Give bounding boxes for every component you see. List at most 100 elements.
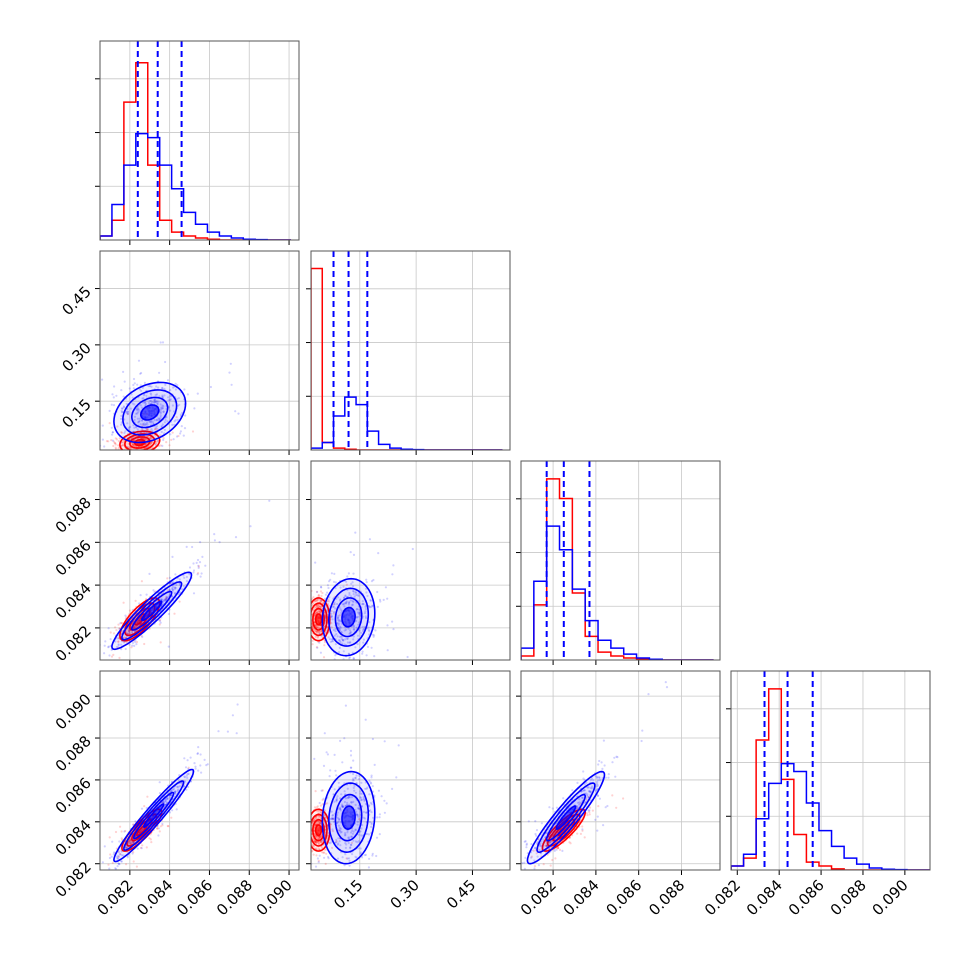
sample-point: [318, 610, 321, 613]
sample-point: [120, 830, 123, 833]
sample-point: [144, 422, 148, 426]
sample-point: [133, 626, 136, 629]
sample-point: [173, 410, 176, 413]
sample-point: [102, 661, 104, 663]
sample-point: [166, 379, 170, 382]
scatter-panel-2-1: [306, 460, 511, 665]
sample-point: [332, 605, 335, 608]
sample-point: [133, 439, 136, 442]
sample-point: [374, 925, 376, 927]
sample-point: [382, 598, 385, 602]
sample-point: [355, 591, 358, 594]
sample-point: [336, 811, 339, 814]
sample-point: [112, 396, 115, 399]
sample-point: [230, 383, 233, 386]
sample-point: [329, 578, 332, 581]
sample-point: [318, 604, 321, 607]
sample-point: [183, 775, 186, 778]
sample-point: [303, 830, 305, 832]
sample-point: [315, 612, 318, 615]
sample-point: [324, 593, 327, 596]
sample-point: [314, 823, 317, 826]
sample-point: [378, 816, 381, 819]
sample-point: [149, 436, 152, 439]
sample-point: [310, 878, 312, 880]
sample-point: [117, 862, 120, 865]
sample-point: [113, 385, 116, 388]
sample-point: [352, 635, 355, 638]
sample-point: [136, 624, 139, 628]
sample-point: [336, 843, 339, 846]
sample-point: [334, 769, 337, 772]
sample-point: [148, 837, 151, 840]
sample-point: [169, 389, 172, 392]
sample-point: [391, 787, 394, 791]
sample-point: [161, 598, 164, 601]
sample-point: [206, 763, 209, 766]
sample-point: [337, 829, 341, 832]
sample-point: [187, 785, 190, 789]
sample-point: [229, 362, 232, 365]
sample-point: [361, 652, 364, 655]
sample-point: [160, 407, 163, 410]
sample-point: [160, 598, 163, 601]
sample-point: [361, 625, 364, 629]
sample-point: [380, 795, 383, 798]
sample-point: [342, 650, 345, 653]
sample-point: [114, 447, 117, 450]
sample-point: [588, 806, 592, 809]
sample-point: [364, 718, 367, 721]
sample-point: [145, 427, 148, 430]
sample-point: [167, 399, 170, 402]
histogram-series-a: [311, 267, 503, 450]
sample-point: [140, 634, 143, 637]
sample-point: [184, 766, 188, 769]
sample-point: [364, 607, 367, 611]
sample-point: [100, 458, 102, 460]
density-contour: [312, 607, 325, 631]
sample-point: [151, 421, 155, 424]
sample-point: [312, 596, 315, 599]
sample-point: [148, 385, 152, 388]
sample-point: [188, 467, 190, 469]
sample-point: [94, 662, 96, 664]
sample-point: [199, 575, 202, 578]
sample-point: [179, 432, 182, 435]
sample-point: [128, 643, 131, 646]
sample-point: [391, 573, 394, 576]
sample-point: [143, 422, 146, 425]
sample-point: [337, 596, 340, 599]
sample-point: [128, 630, 131, 634]
sample-point: [351, 600, 354, 603]
sample-point: [199, 753, 202, 756]
sample-point: [161, 822, 164, 825]
sample-point: [371, 604, 374, 607]
sample-point: [365, 587, 368, 590]
sample-point: [127, 629, 131, 633]
sample-point: [346, 829, 349, 832]
sample-point: [315, 841, 318, 845]
sample-point: [339, 739, 342, 743]
panel-frame: [310, 460, 511, 661]
sample-point: [376, 816, 379, 819]
sample-point: [355, 871, 357, 873]
sample-point: [364, 853, 367, 857]
sample-point: [133, 426, 136, 429]
sample-point: [585, 812, 588, 815]
sample-point: [159, 444, 162, 447]
sample-point: [161, 341, 165, 344]
sample-point: [358, 629, 361, 632]
sample-point: [348, 593, 351, 596]
sample-point: [354, 828, 357, 831]
sample-point: [307, 782, 309, 784]
sample-point: [364, 605, 367, 609]
sample-point: [193, 762, 196, 765]
sample-point: [306, 837, 308, 839]
sample-point: [132, 443, 135, 446]
sample-point: [177, 779, 180, 782]
sample-point: [519, 867, 521, 869]
sample-point: [321, 798, 324, 802]
sample-point: [397, 744, 400, 747]
sample-point: [165, 596, 168, 599]
sample-point: [323, 597, 326, 601]
